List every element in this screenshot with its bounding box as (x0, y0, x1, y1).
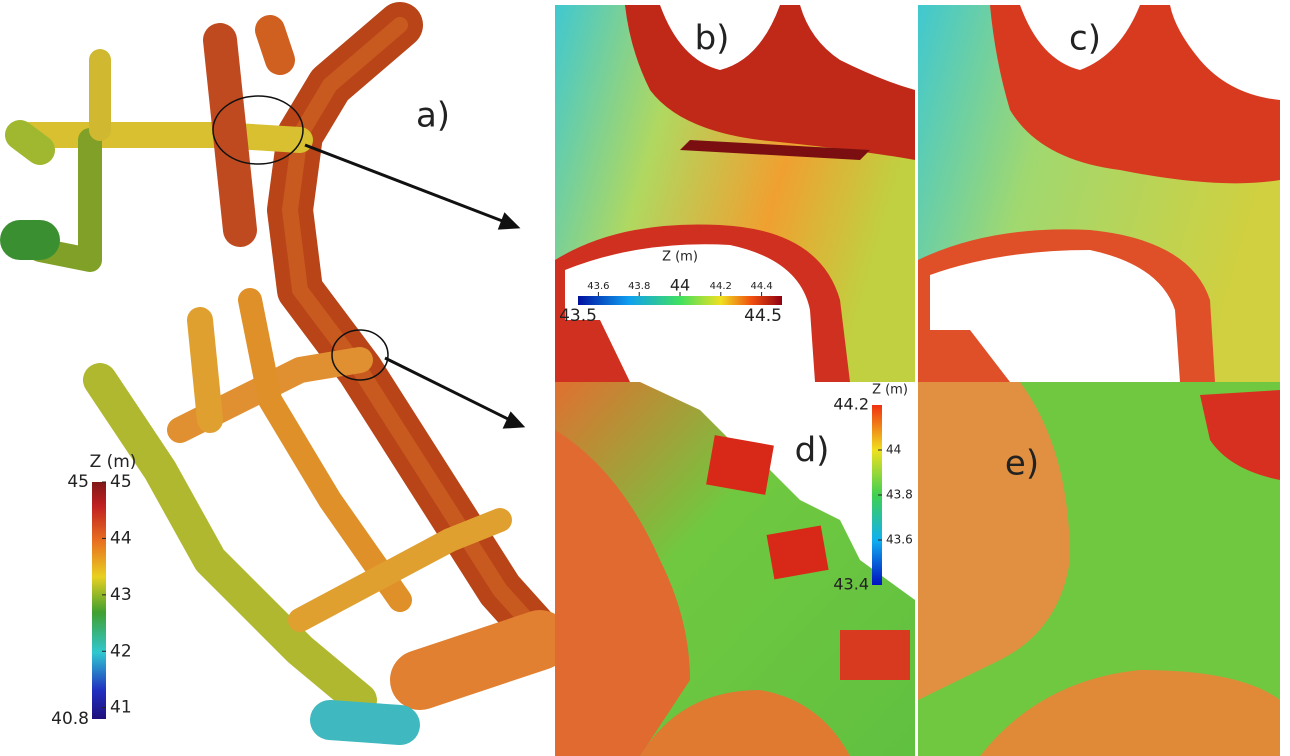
colorbar-max-label: 44.5 (744, 306, 782, 326)
colorbar-tick-label: 44.2 (710, 281, 732, 292)
colorbar (578, 296, 782, 305)
colorbar-min-label: 43.4 (833, 575, 869, 594)
colorbar-max-label: 44.2 (833, 395, 869, 414)
figure: a) b) c) d) e) Z (m)4540.84544434241Z (m… (0, 0, 1290, 756)
map-e (918, 382, 1280, 756)
arrows (305, 145, 522, 427)
map-b (555, 5, 915, 382)
panel-label: a) (416, 96, 450, 136)
colorbar-title: Z (m) (662, 250, 698, 265)
colorbar-tick-label: 41 (110, 698, 132, 718)
map-d (555, 382, 915, 756)
colorbar-tick-label: 43.8 (886, 488, 913, 502)
panel-label: d) (795, 431, 830, 471)
colorbar-max-label: 45 (67, 472, 89, 492)
colorbar-tick-label: 43.6 (587, 281, 609, 292)
colorbar-tick-label: 43 (110, 585, 132, 605)
colorbar-tick-label: 44 (670, 276, 690, 295)
colorbar-tick-label: 45 (110, 472, 132, 492)
colorbar (92, 482, 106, 719)
colorbar-tick-label: 44 (110, 528, 132, 548)
colorbar-tick-label: 44.4 (750, 281, 772, 292)
colorbar-tick-label: 42 (110, 641, 132, 661)
colorbar-tick-label: 43.8 (628, 281, 650, 292)
map-c (918, 5, 1280, 382)
panel-label: b) (695, 19, 730, 59)
panel-label: c) (1069, 19, 1101, 59)
colorbar-min-label: 43.5 (559, 306, 597, 326)
panel-label: e) (1005, 444, 1039, 484)
colorbar-title: Z (m) (90, 452, 137, 472)
colorbar-min-label: 40.8 (51, 709, 89, 729)
colorbar-tick-label: 43.6 (886, 533, 913, 547)
colorbar-title: Z (m) (872, 383, 908, 398)
colorbar-tick-label: 44 (886, 443, 901, 457)
